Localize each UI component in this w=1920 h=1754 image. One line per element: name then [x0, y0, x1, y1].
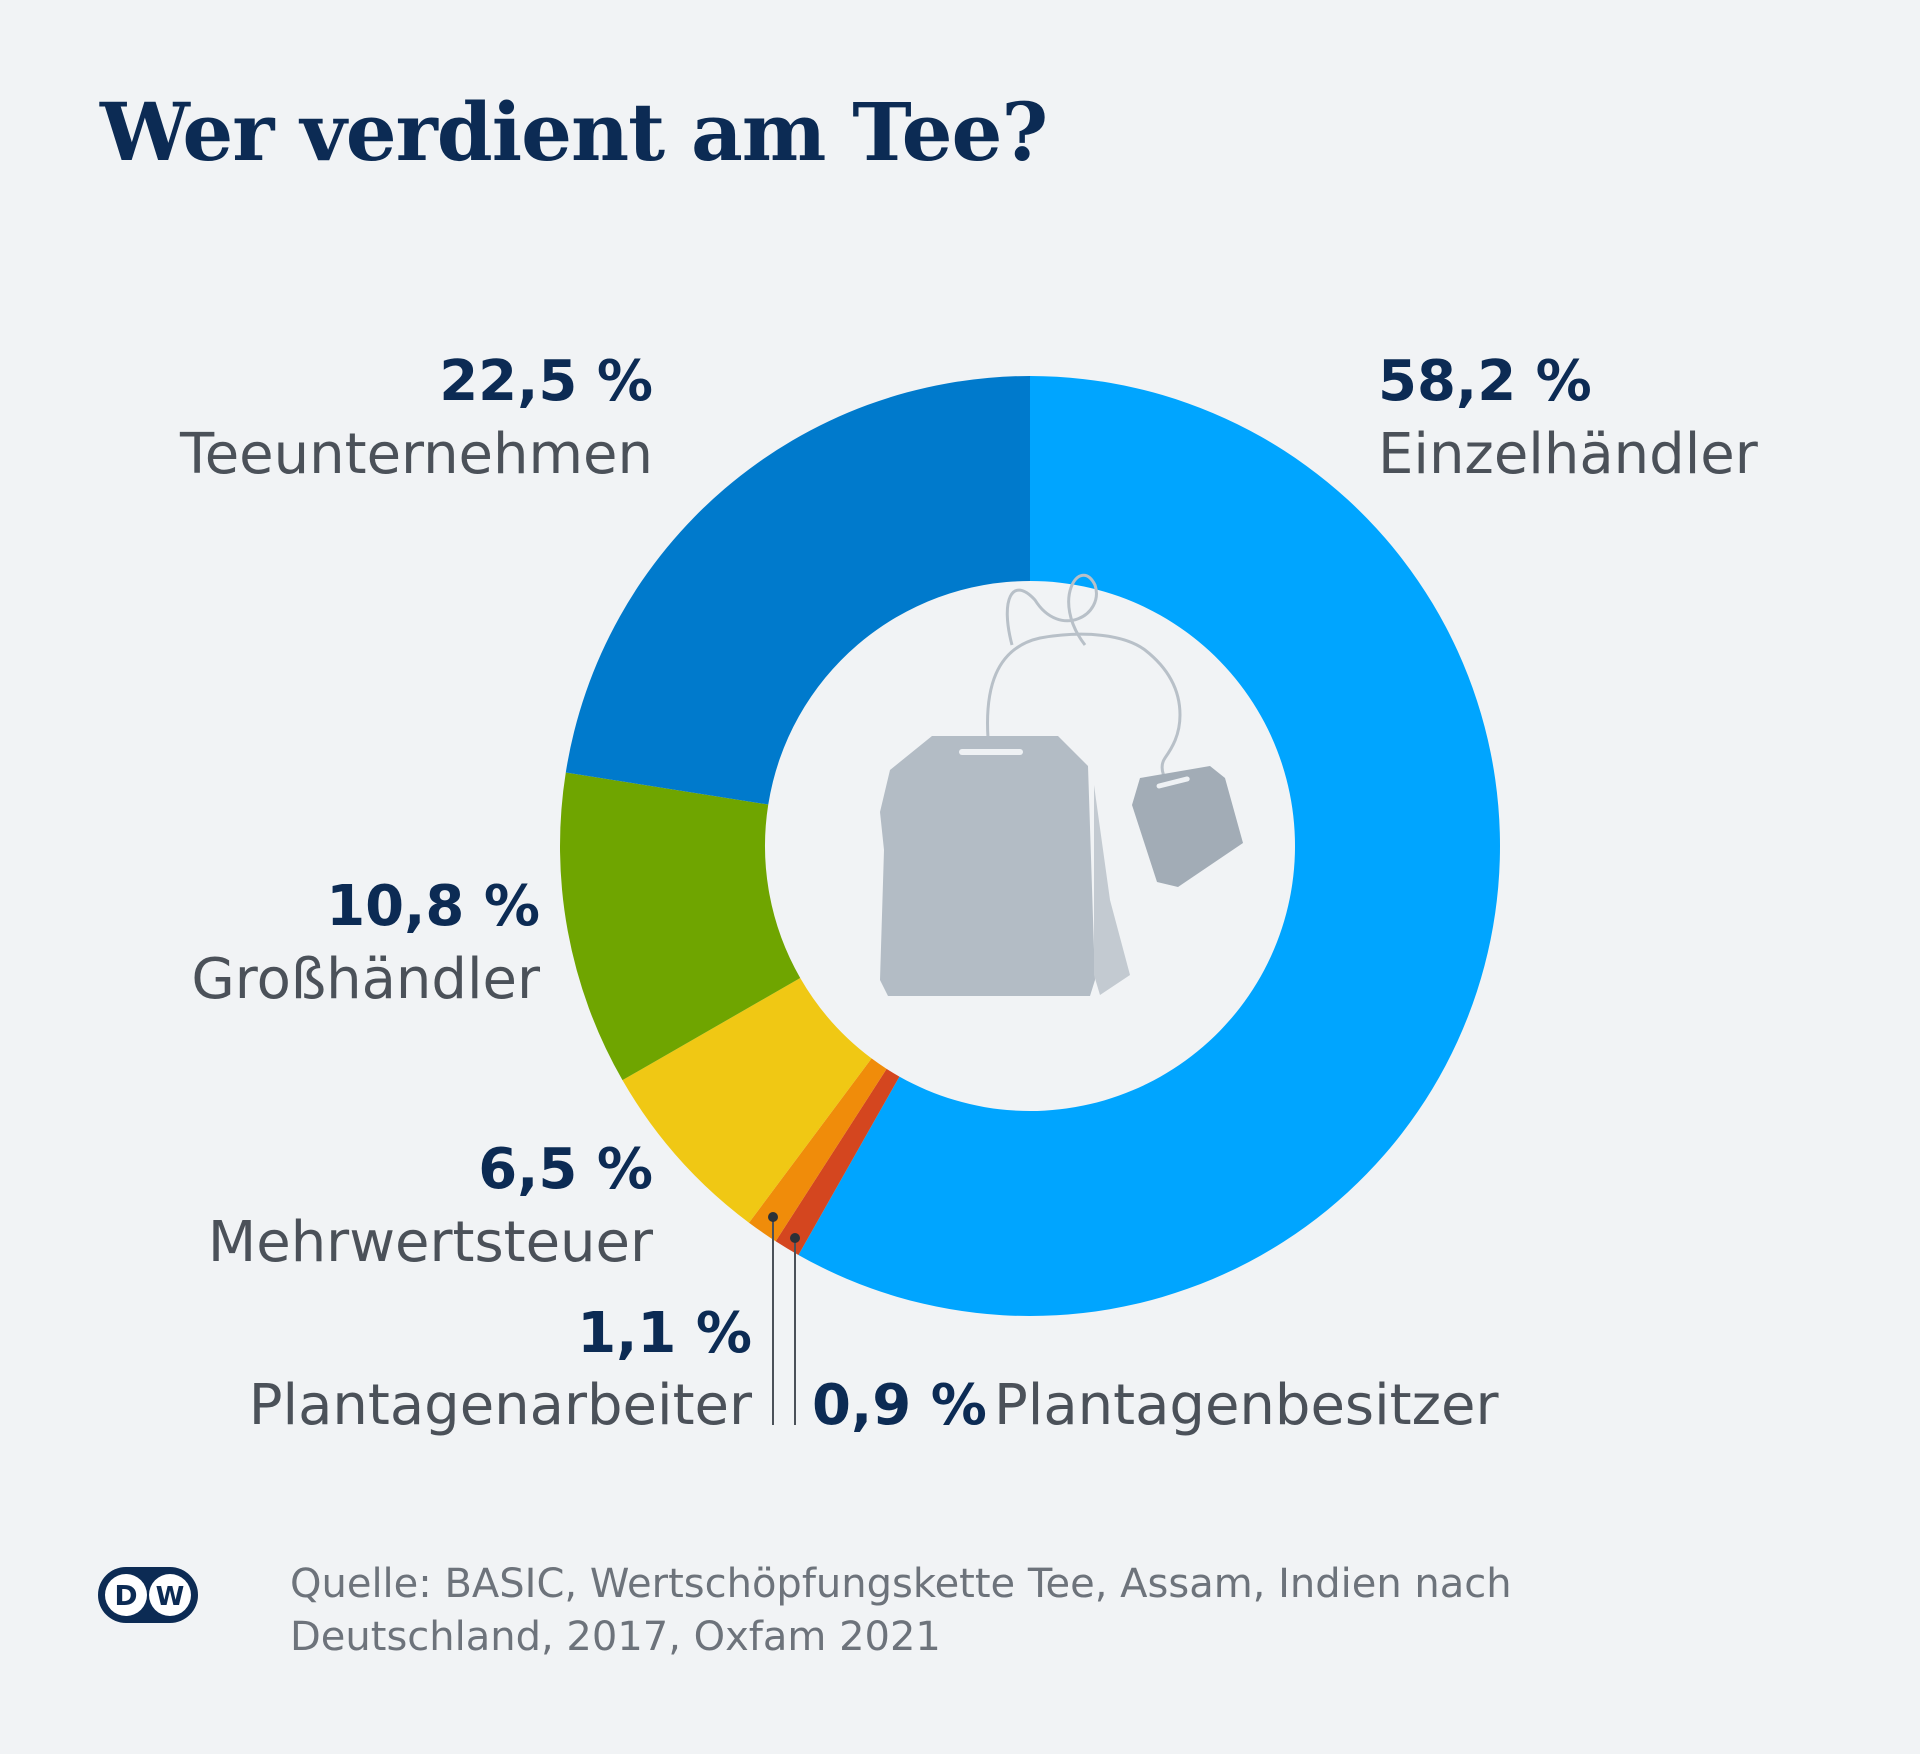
slice-grosshaendler [560, 772, 801, 1081]
source-note: Quelle: BASIC, Wertschöpfungskette Tee, … [290, 1561, 1512, 1660]
dw-logo-d: D [114, 1579, 137, 1612]
slice-einzelhaendler [798, 376, 1500, 1316]
donut-slices [560, 376, 1500, 1316]
leader-dot-plantagenbesitzer [790, 1233, 800, 1243]
slice-teeunternehmen [565, 376, 1030, 805]
value-label-mehrwertsteuer: 6,5 % [478, 1137, 653, 1202]
category-label-grosshaendler: Großhändler [191, 947, 541, 1012]
chart-title: Wer verdient am Tee? [100, 85, 1048, 179]
value-label-grosshaendler: 10,8 % [326, 874, 540, 939]
teabag-icon [880, 573, 1243, 996]
slice-mehrwertsteuer [622, 978, 872, 1223]
leader-lines [768, 1212, 800, 1425]
value-label-plantagenarbeiter: 1,1 % [577, 1301, 752, 1366]
slice-plantagenarbeiter [748, 1058, 887, 1242]
category-label-einzelhaendler: Einzelhändler [1378, 422, 1759, 487]
category-label-mehrwertsteuer: Mehrwertsteuer [208, 1210, 654, 1275]
value-label-teeunternehmen: 22,5 % [439, 349, 653, 414]
dw-logo-w: W [156, 1582, 185, 1612]
category-label-teeunternehmen: Teeunternehmen [179, 422, 653, 487]
leader-dot-plantagenarbeiter [768, 1212, 778, 1222]
category-label-plantagenbesitzer: Plantagenbesitzer [994, 1373, 1499, 1438]
dw-logo-icon: D W [98, 1567, 198, 1623]
slice-labels: 58,2 % Einzelhändler 22,5 % Teeunternehm… [179, 349, 1759, 1438]
value-label-plantagenbesitzer: 0,9 % [812, 1373, 987, 1438]
value-label-einzelhaendler: 58,2 % [1378, 349, 1592, 414]
slice-plantagenbesitzer [775, 1068, 900, 1255]
donut-chart: 58,2 % Einzelhändler 22,5 % Teeunternehm… [179, 349, 1759, 1438]
category-label-plantagenarbeiter: Plantagenarbeiter [249, 1373, 753, 1438]
